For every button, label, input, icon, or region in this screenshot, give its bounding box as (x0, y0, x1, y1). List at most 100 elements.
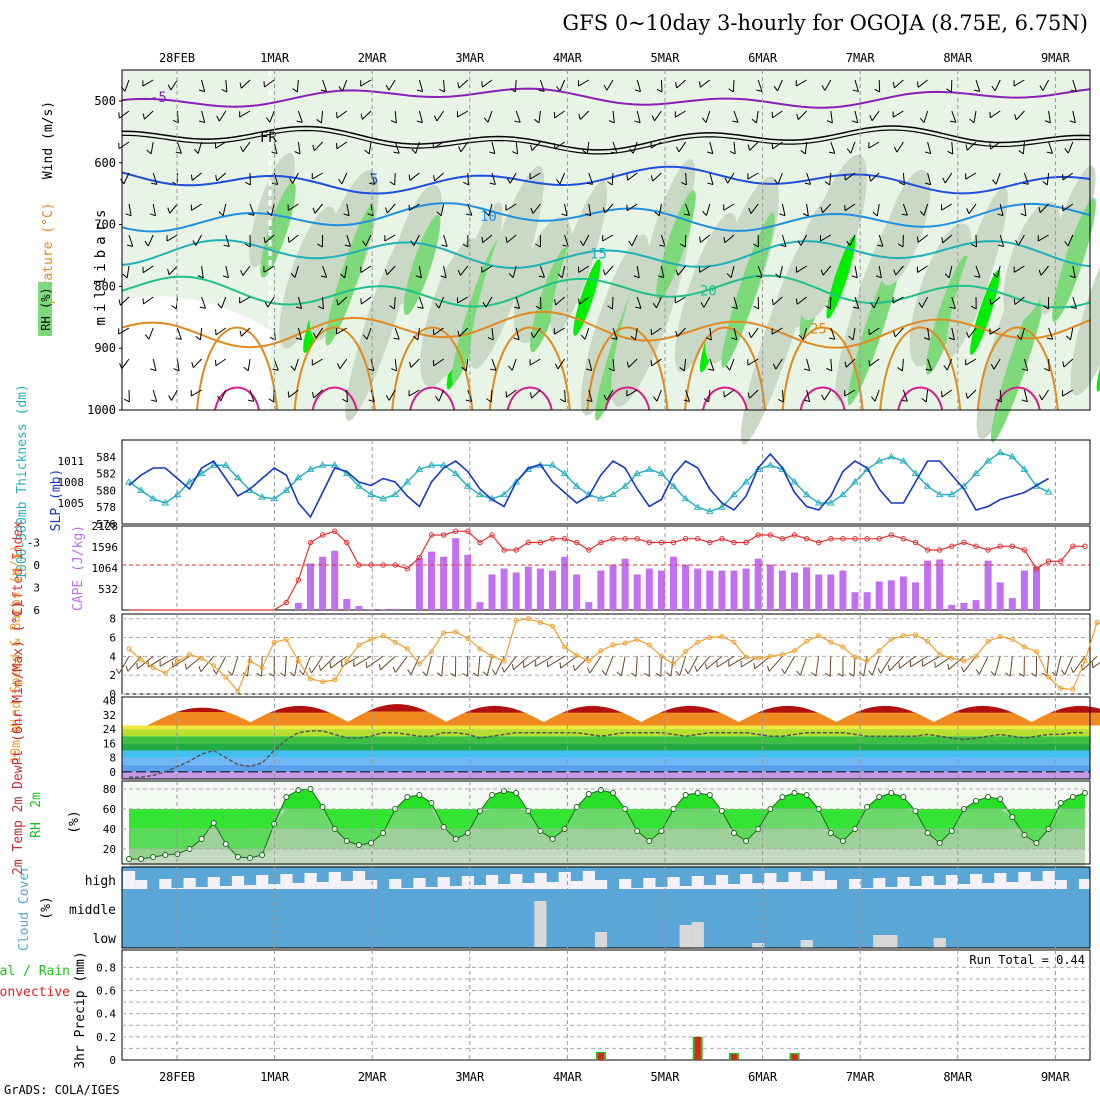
rh2-point (1082, 791, 1087, 796)
slp-tick-label: 1011 (58, 455, 85, 468)
cape-bar (731, 571, 738, 610)
cloud-high-gap (389, 879, 401, 889)
x-tick-label-top: 3MAR (455, 51, 485, 65)
surface-wind-barb (886, 653, 903, 671)
rh2-point (369, 841, 374, 846)
rh2-point (151, 855, 156, 860)
thickness-frame (122, 440, 1090, 524)
temp-max-dome-peak (758, 706, 818, 713)
cape-bar (452, 538, 459, 610)
rh2-point (1058, 801, 1063, 806)
cloud-mid-gray (534, 901, 546, 947)
cloud-high-gap (982, 883, 994, 889)
precip-frame (122, 950, 1090, 1060)
cape-bar (610, 565, 617, 610)
cloud-high-gap (232, 876, 244, 889)
x-tick-label-top: 5MAR (651, 51, 681, 65)
rh2-point (744, 839, 749, 844)
thickness-tick-label: 580 (96, 484, 116, 497)
cloud-low-gray (595, 932, 607, 948)
surface-wind-barb (1019, 656, 1024, 676)
cloud-high-gap (619, 879, 631, 889)
rh2-point (925, 831, 930, 836)
rh2-point (840, 839, 845, 844)
cloud-high-gap (1055, 880, 1067, 889)
cape-bar (864, 592, 871, 610)
cloud-high-gap (655, 887, 667, 889)
surface-wind-barb (868, 655, 880, 675)
cloud-high-gap (329, 872, 341, 889)
x-tick-label-bottom: 1MAR (260, 1070, 290, 1084)
y-tick-label: 1000 (87, 403, 116, 417)
surface-wind-barb (838, 656, 843, 676)
thickness-tick-label: 578 (96, 501, 116, 514)
cloud-high-gap (522, 883, 534, 889)
x-tick-label-bottom: 5MAR (651, 1070, 681, 1084)
cloud-high-gap (123, 871, 135, 889)
cape-tick-label: 1064 (92, 562, 119, 575)
rh2-point (1010, 815, 1015, 820)
cloud-high-gap (547, 882, 559, 889)
rh2-point (550, 837, 555, 842)
rh2-point (998, 797, 1003, 802)
y-tick-label: 500 (94, 94, 116, 108)
cape-bar (428, 552, 435, 610)
rh2-point (417, 793, 422, 798)
cloud-high-gap (135, 880, 147, 889)
rh2-point (429, 801, 434, 806)
cape-bar (597, 571, 604, 610)
rh2-point (586, 792, 591, 797)
temp-band (122, 750, 1090, 757)
x-tick-label-top: 4MAR (553, 51, 583, 65)
slp-axis-label: SLP (mb) (49, 469, 64, 532)
cloud-high-gap (486, 875, 498, 889)
cape-bar (489, 574, 496, 610)
cloud-high-gap (159, 879, 171, 889)
rh2-point (611, 791, 616, 796)
cloud-high-gap (595, 880, 607, 889)
precip-convective-bar (792, 1054, 798, 1060)
cape-bar (973, 600, 980, 610)
cape-bar (501, 569, 508, 610)
cloud-high-gap (885, 887, 897, 889)
cloud-layer-label: low (93, 932, 117, 947)
rh2-point (901, 795, 906, 800)
cape-bar (985, 561, 992, 610)
rh2-point (683, 793, 688, 798)
cape-bar (537, 569, 544, 610)
temp-max-dome-peak (1050, 706, 1100, 713)
cloud-high-gap (789, 872, 801, 889)
surface-wind-barb (825, 656, 831, 676)
rh2-point (284, 795, 289, 800)
legend-wind: Wind (m/s) (41, 101, 56, 179)
rh2-point (514, 791, 519, 796)
cape-bar (307, 563, 314, 610)
rh2-point (732, 831, 737, 836)
cape-bar (706, 571, 713, 610)
temp-max-dome-peak (855, 706, 915, 713)
thickness-tick-label: 584 (96, 451, 116, 464)
cape-tick-label: 532 (98, 583, 118, 596)
rh2-point (1022, 833, 1027, 838)
x-tick-label-bottom: 28FEB (159, 1070, 195, 1084)
x-tick-label-bottom: 4MAR (553, 1070, 583, 1084)
cape-bar (924, 561, 931, 610)
surface-wind-barb (473, 656, 480, 676)
cape-bar (779, 571, 786, 610)
surface-wind-barb (422, 655, 432, 676)
rh2-point (490, 793, 495, 798)
cape-frame (122, 526, 1090, 610)
cape-bar (888, 580, 895, 610)
rh2-point (296, 788, 301, 793)
cloud-high-gap (692, 876, 704, 889)
contour-label: 20 (700, 283, 717, 299)
cloud-high-gap (897, 877, 909, 889)
rh2-point (211, 821, 216, 826)
footer-credit: GrADS: COLA/IGES (4, 1083, 120, 1097)
rh2-point (1034, 841, 1039, 846)
rh2-point (877, 795, 882, 800)
cape-bar (1033, 567, 1040, 610)
precip-tick-label: 0.4 (96, 1008, 116, 1021)
temp-band (122, 758, 1090, 765)
cape-bar (827, 574, 834, 610)
